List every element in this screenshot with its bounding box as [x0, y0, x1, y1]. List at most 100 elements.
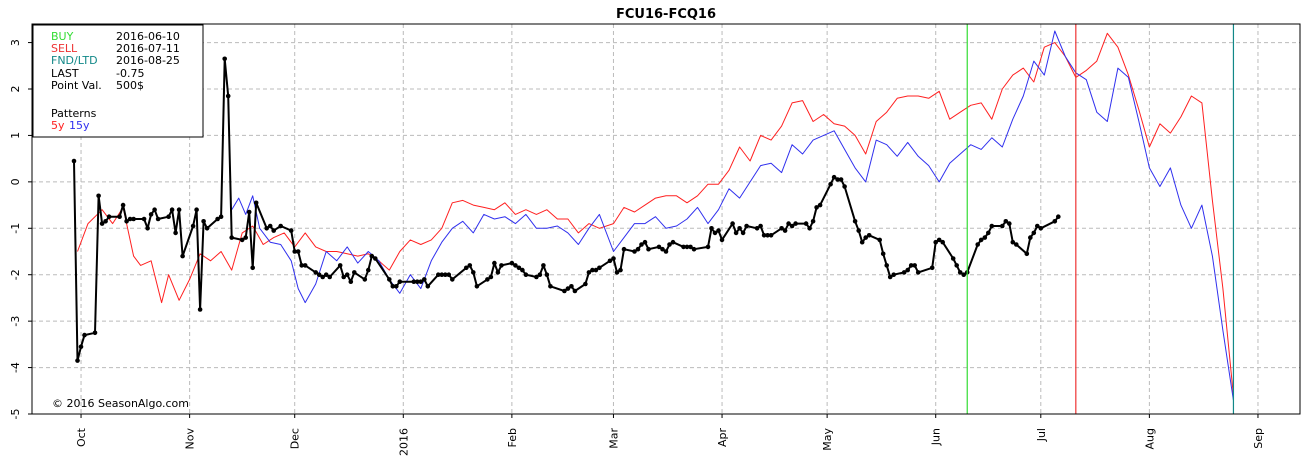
- price-point: [148, 212, 154, 217]
- price-point: [82, 332, 87, 338]
- price-point: [117, 214, 122, 219]
- price-point: [1000, 223, 1005, 229]
- price-point: [415, 279, 420, 285]
- price-point: [215, 216, 220, 222]
- price-point: [803, 221, 809, 226]
- price-point: [614, 270, 620, 275]
- price-point: [565, 286, 571, 291]
- price-point: [124, 219, 129, 224]
- price-point: [730, 221, 735, 226]
- price-point: [842, 184, 847, 189]
- price-point: [513, 263, 518, 268]
- price-point: [989, 223, 995, 229]
- price-point: [271, 228, 277, 233]
- price-point: [656, 244, 662, 250]
- price-point: [933, 239, 938, 245]
- price-point: [362, 277, 368, 282]
- price-point: [1010, 239, 1016, 245]
- price-point: [768, 233, 774, 238]
- price-point: [663, 249, 669, 254]
- price-point: [344, 272, 350, 278]
- y-tick-label: -3: [9, 316, 22, 327]
- price-point: [92, 330, 98, 336]
- y-tick-label: 1: [9, 132, 22, 139]
- price-point: [166, 214, 171, 219]
- price-point: [621, 246, 627, 252]
- price-point: [719, 237, 725, 243]
- price-point: [387, 277, 392, 282]
- price-point: [891, 272, 896, 278]
- price-point: [485, 277, 490, 282]
- price-point: [246, 209, 252, 215]
- price-point: [78, 344, 84, 350]
- price-point: [544, 272, 550, 278]
- price-point: [75, 358, 80, 363]
- y-tick-label: -4: [9, 362, 22, 373]
- price-point: [341, 274, 347, 280]
- price-point: [688, 244, 693, 250]
- fnd-ltd-date: 2016-08-25: [116, 54, 180, 67]
- price-point: [99, 221, 105, 226]
- price-point: [313, 270, 319, 275]
- price-point: [516, 265, 522, 271]
- price-point: [394, 284, 399, 289]
- grid: [32, 24, 1300, 415]
- price-point: [975, 242, 980, 247]
- price-point: [740, 230, 746, 236]
- price-point: [180, 253, 185, 259]
- x-tick-label: Dec: [289, 428, 302, 449]
- price-point: [548, 284, 553, 289]
- price-point: [537, 272, 543, 278]
- price-point: [204, 226, 210, 231]
- price-point: [201, 219, 206, 224]
- sell-label: SELL: [51, 42, 78, 55]
- price-point: [176, 207, 182, 212]
- price-point: [397, 279, 403, 285]
- price-point: [373, 256, 378, 261]
- x-tick-label: Oct: [75, 427, 88, 447]
- price-point: [523, 272, 529, 278]
- price-point: [418, 279, 424, 285]
- price-point: [96, 193, 101, 199]
- price-point: [194, 207, 199, 212]
- price-point: [464, 265, 469, 271]
- price-point: [337, 263, 343, 268]
- price-point: [411, 279, 417, 285]
- price-point: [278, 223, 284, 229]
- price-point: [225, 93, 231, 99]
- price-point: [779, 226, 784, 231]
- price-point: [940, 239, 945, 245]
- price-point: [446, 272, 452, 278]
- price-point: [348, 279, 354, 285]
- y-tick-label: 0: [9, 178, 22, 185]
- price-point: [880, 251, 886, 257]
- price-point: [120, 202, 126, 208]
- price-point: [915, 270, 921, 275]
- buy-label: BUY: [51, 30, 74, 43]
- price-point: [859, 239, 865, 245]
- price-point: [323, 272, 329, 278]
- price-point: [253, 200, 259, 206]
- price-point: [639, 242, 644, 247]
- last-value: -0.75: [116, 67, 144, 80]
- price-point: [863, 235, 868, 240]
- price-point: [761, 233, 767, 238]
- price-point: [793, 221, 798, 226]
- series-line-price: [73, 57, 1060, 362]
- price-point: [352, 270, 357, 275]
- price-point: [229, 235, 234, 240]
- x-tick-label: Jun: [930, 428, 943, 446]
- price-point: [733, 230, 739, 236]
- y-tick-label: 2: [9, 86, 22, 93]
- price-point: [765, 233, 770, 238]
- point-value-label: Point Val.: [51, 79, 102, 92]
- price-point: [222, 56, 227, 62]
- x-tick-label: Jul: [1035, 428, 1048, 442]
- price-point: [950, 256, 956, 261]
- price-point: [807, 226, 812, 231]
- price-point: [737, 226, 742, 231]
- price-point: [856, 228, 861, 233]
- price-point: [509, 260, 515, 266]
- price-point: [131, 216, 136, 222]
- price-point: [786, 221, 791, 226]
